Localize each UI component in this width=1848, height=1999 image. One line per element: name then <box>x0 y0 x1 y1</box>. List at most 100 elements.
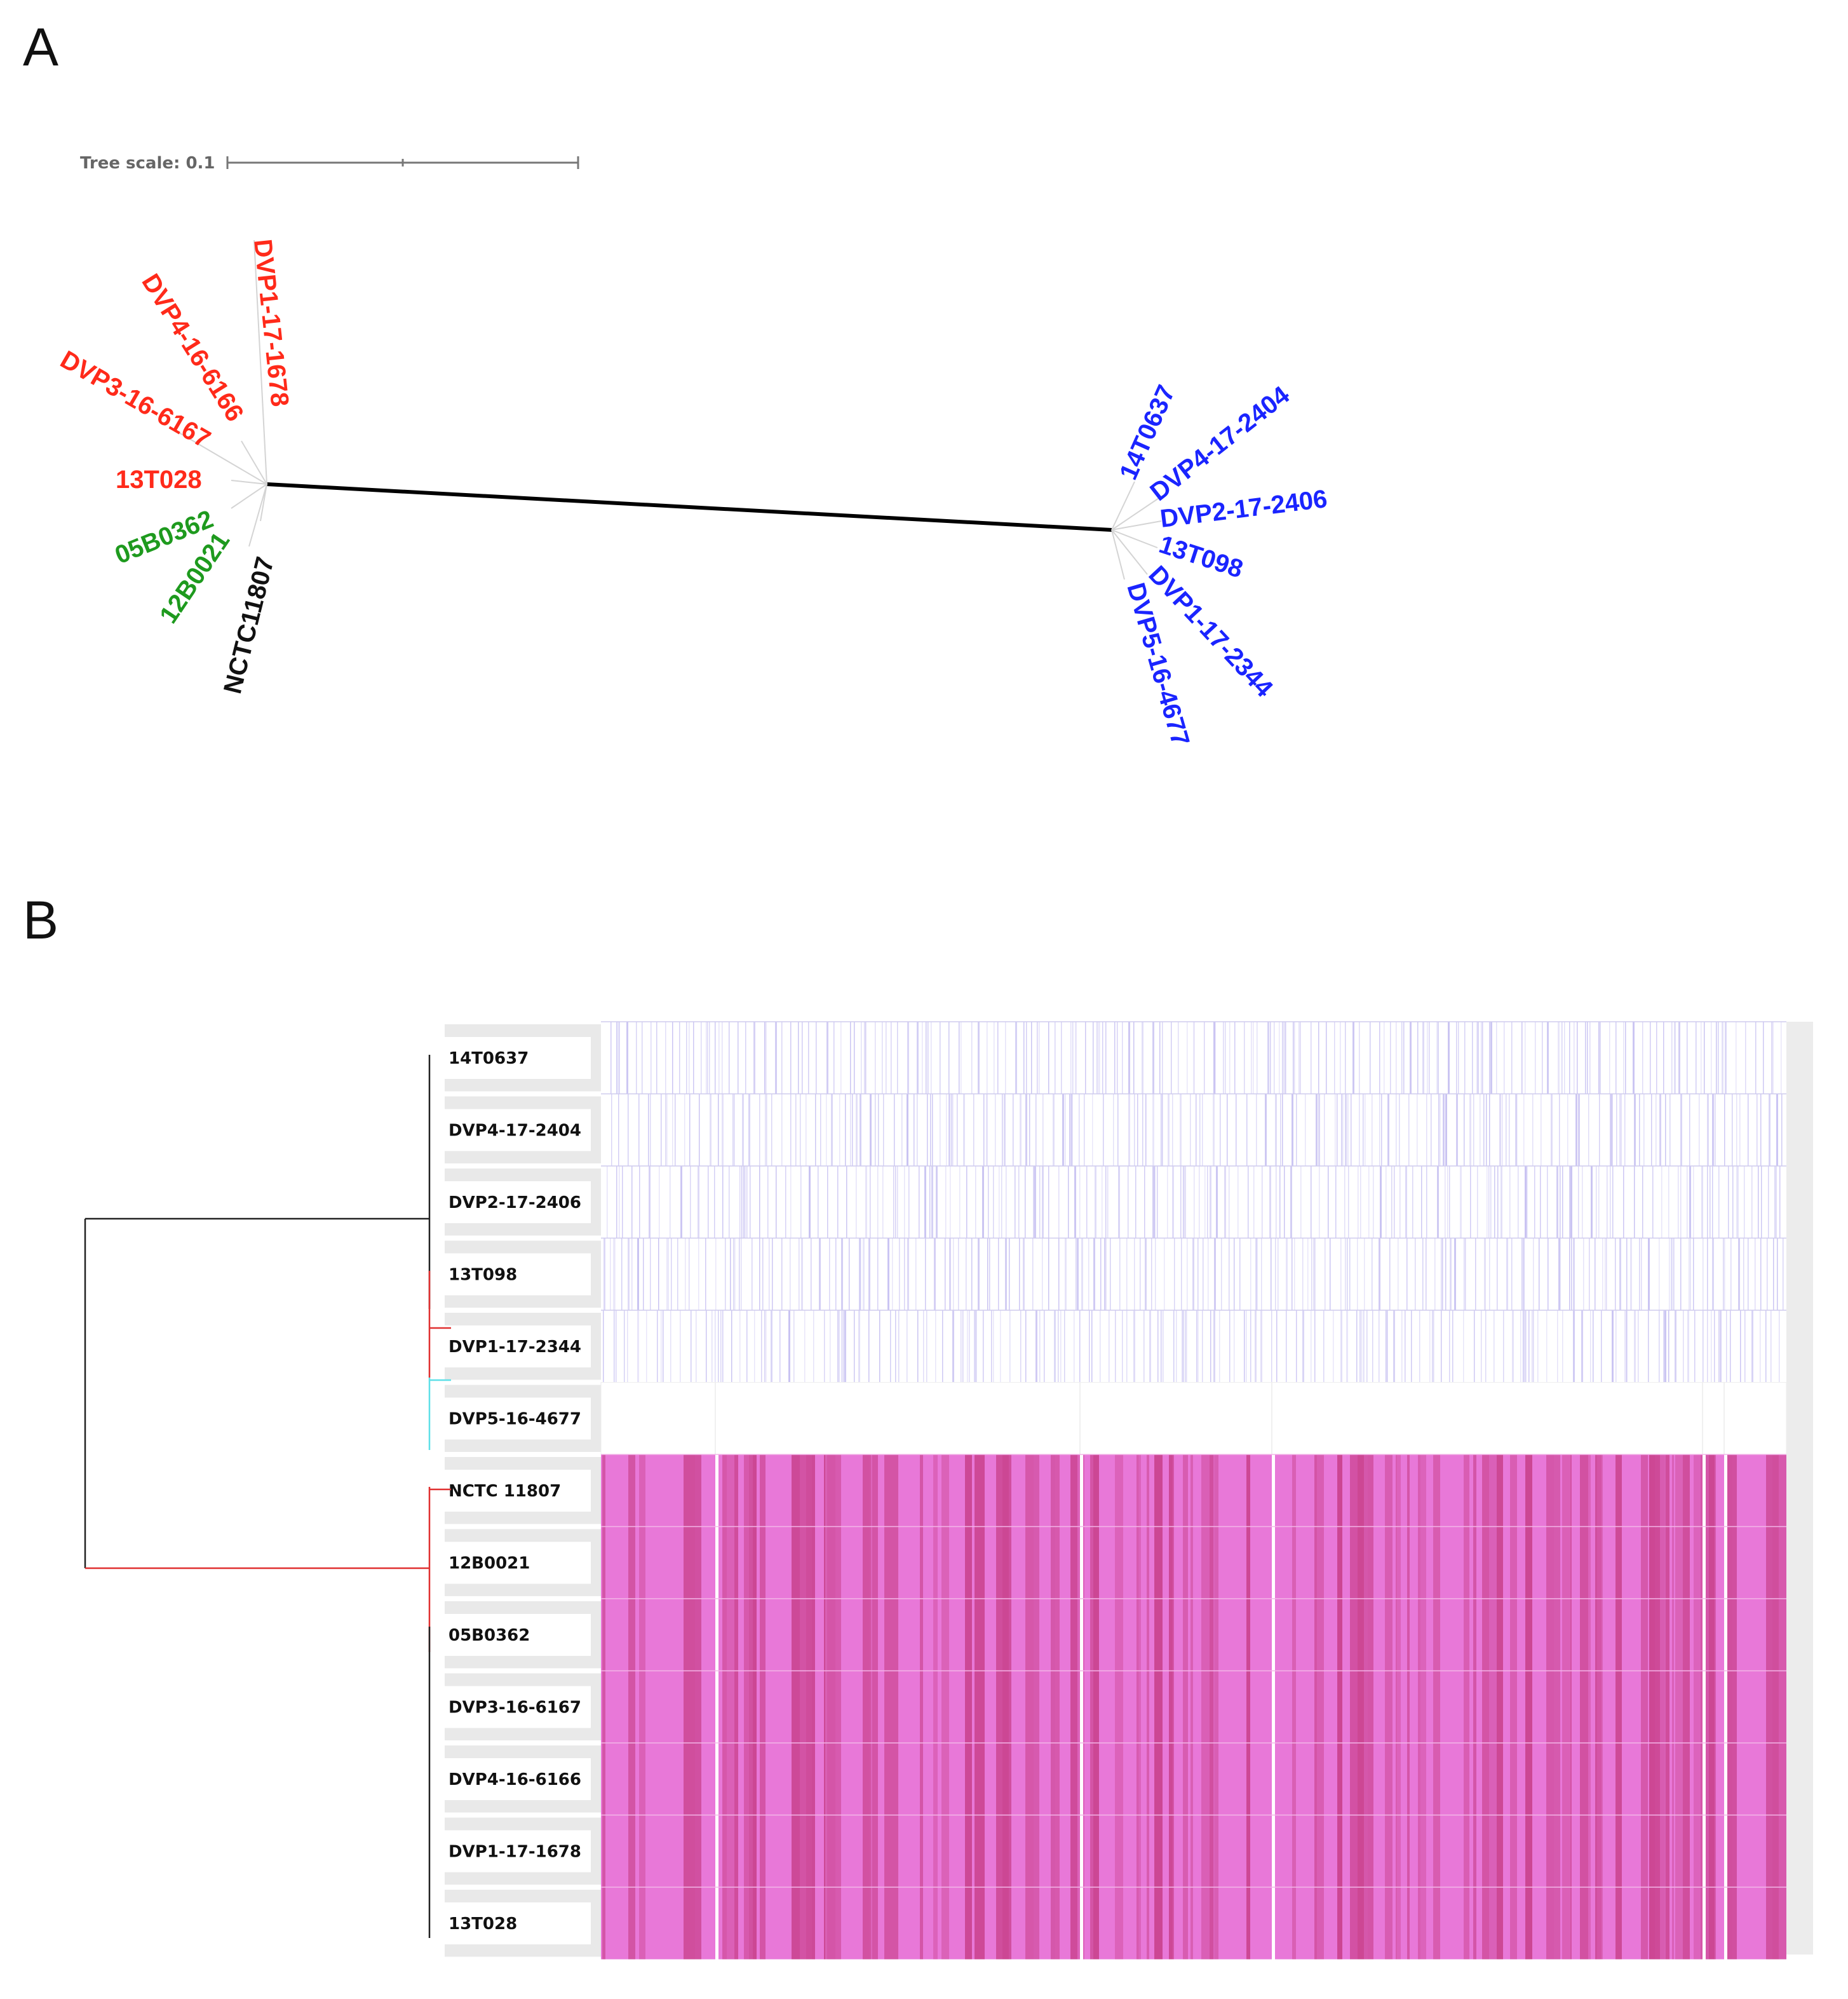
variant-stripe <box>1134 1238 1135 1310</box>
variant-stripe <box>933 1526 938 1599</box>
variant-stripe <box>1135 1166 1136 1238</box>
variant-stripe <box>613 1238 614 1310</box>
variant-stripe <box>1337 1815 1342 1887</box>
variant-stripe <box>1587 1022 1588 1094</box>
variant-stripe <box>1390 1022 1391 1094</box>
variant-stripe <box>699 1094 700 1166</box>
variant-stripe <box>1766 1599 1772 1671</box>
variant-stripe <box>638 1094 640 1166</box>
variant-stripe <box>923 1310 924 1383</box>
variant-stripe <box>1478 1022 1479 1094</box>
variant-stripe <box>687 1743 695 1815</box>
variant-stripe <box>1113 1094 1114 1166</box>
variant-stripe <box>639 1166 640 1238</box>
variant-stripe <box>1154 1887 1163 1960</box>
variant-stripe <box>1300 1022 1301 1094</box>
variant-stripe <box>1562 1310 1563 1383</box>
variant-stripe <box>1182 1310 1184 1383</box>
variant-stripe <box>975 1670 982 1743</box>
variant-stripe <box>825 1887 827 1960</box>
variant-stripe <box>1540 1166 1541 1238</box>
variant-stripe <box>940 1094 941 1166</box>
variant-stripe <box>1136 1526 1138 1599</box>
variant-stripe <box>1174 1238 1175 1310</box>
variant-stripe <box>684 1887 687 1960</box>
right-spoke-5 <box>1111 529 1125 580</box>
variant-stripe <box>1274 1022 1275 1094</box>
variant-stripe <box>1317 1670 1324 1743</box>
variant-stripe <box>1711 1310 1712 1383</box>
variant-stripe <box>1588 1454 1591 1527</box>
variant-stripe <box>1655 1887 1660 1960</box>
variant-stripe <box>1595 1887 1597 1960</box>
variant-stripe <box>1399 1166 1401 1238</box>
row-label-box <box>441 1902 591 1944</box>
variant-stripe <box>919 1166 920 1238</box>
variant-stripe <box>753 1887 757 1960</box>
variant-stripe <box>1779 1887 1786 1960</box>
variant-stripe <box>1615 1238 1616 1310</box>
variant-stripe <box>734 1238 736 1310</box>
variant-stripe <box>1079 1166 1081 1238</box>
variant-stripe <box>1476 1022 1478 1094</box>
variant-stripe <box>870 1526 871 1599</box>
variant-stripe <box>1215 1599 1218 1671</box>
variant-stripe <box>1122 1022 1123 1094</box>
row-label-box <box>441 1325 591 1367</box>
variant-stripe <box>1396 1022 1397 1094</box>
variant-stripe <box>1292 1599 1296 1671</box>
variant-stripe <box>1426 1094 1427 1166</box>
variant-stripe <box>1213 1454 1215 1527</box>
variant-stripe <box>705 1238 706 1310</box>
variant-stripe <box>819 1238 821 1310</box>
variant-stripe <box>619 1166 620 1238</box>
variant-stripe <box>1694 1743 1701 1815</box>
variant-stripe <box>1418 1815 1420 1887</box>
variant-stripe <box>1115 1599 1123 1671</box>
variant-stripe <box>1396 1815 1397 1887</box>
variant-stripe <box>1115 1743 1123 1815</box>
variant-stripe <box>1172 1094 1173 1166</box>
variant-stripe <box>826 1094 827 1166</box>
variant-stripe <box>1058 1238 1060 1310</box>
variant-stripe <box>1055 1022 1056 1094</box>
variant-stripe <box>1441 1310 1442 1383</box>
variant-stripe <box>1725 1815 1732 1887</box>
variant-stripe <box>1002 1743 1009 1815</box>
variant-stripe <box>1173 1599 1174 1671</box>
variant-stripe <box>1510 1526 1517 1599</box>
variant-stripe <box>1317 1526 1324 1599</box>
variant-stripe <box>1497 1743 1503 1815</box>
variant-stripe <box>1099 1022 1100 1094</box>
variant-stripe <box>850 1022 851 1094</box>
variant-stripe <box>1318 1094 1320 1166</box>
variant-stripe <box>1732 1599 1737 1671</box>
variant-stripe <box>1139 1887 1141 1960</box>
variant-stripe <box>725 1238 726 1310</box>
variant-stripe <box>958 1238 959 1310</box>
variant-stripe <box>1732 1743 1737 1815</box>
variant-stripe <box>799 1238 800 1310</box>
variant-stripe <box>1660 1815 1664 1887</box>
variant-stripe <box>1213 1094 1215 1166</box>
heatmap-row-3 <box>601 1237 1786 1310</box>
variant-stripe <box>739 1310 741 1383</box>
variant-stripe <box>759 1094 760 1166</box>
variant-stripe <box>614 1310 615 1383</box>
variant-stripe <box>622 1166 623 1238</box>
variant-stripe <box>744 1815 749 1887</box>
variant-stripe <box>1464 1887 1469 1960</box>
variant-stripe <box>1589 1238 1590 1310</box>
variant-stripe <box>1151 1238 1152 1310</box>
variant-stripe <box>1763 1022 1764 1094</box>
variant-stripe <box>1672 1454 1674 1527</box>
variant-stripe <box>1460 1166 1462 1238</box>
variant-stripe <box>1426 1166 1427 1238</box>
variant-stripe <box>1641 1670 1648 1743</box>
variant-stripe <box>790 1022 792 1094</box>
variant-stripe <box>997 1022 999 1094</box>
variant-stripe <box>720 1310 722 1383</box>
variant-stripe <box>865 1166 867 1238</box>
row-label-10: DVP4-16-6166 <box>441 1745 601 1813</box>
variant-stripe <box>933 1887 938 1960</box>
